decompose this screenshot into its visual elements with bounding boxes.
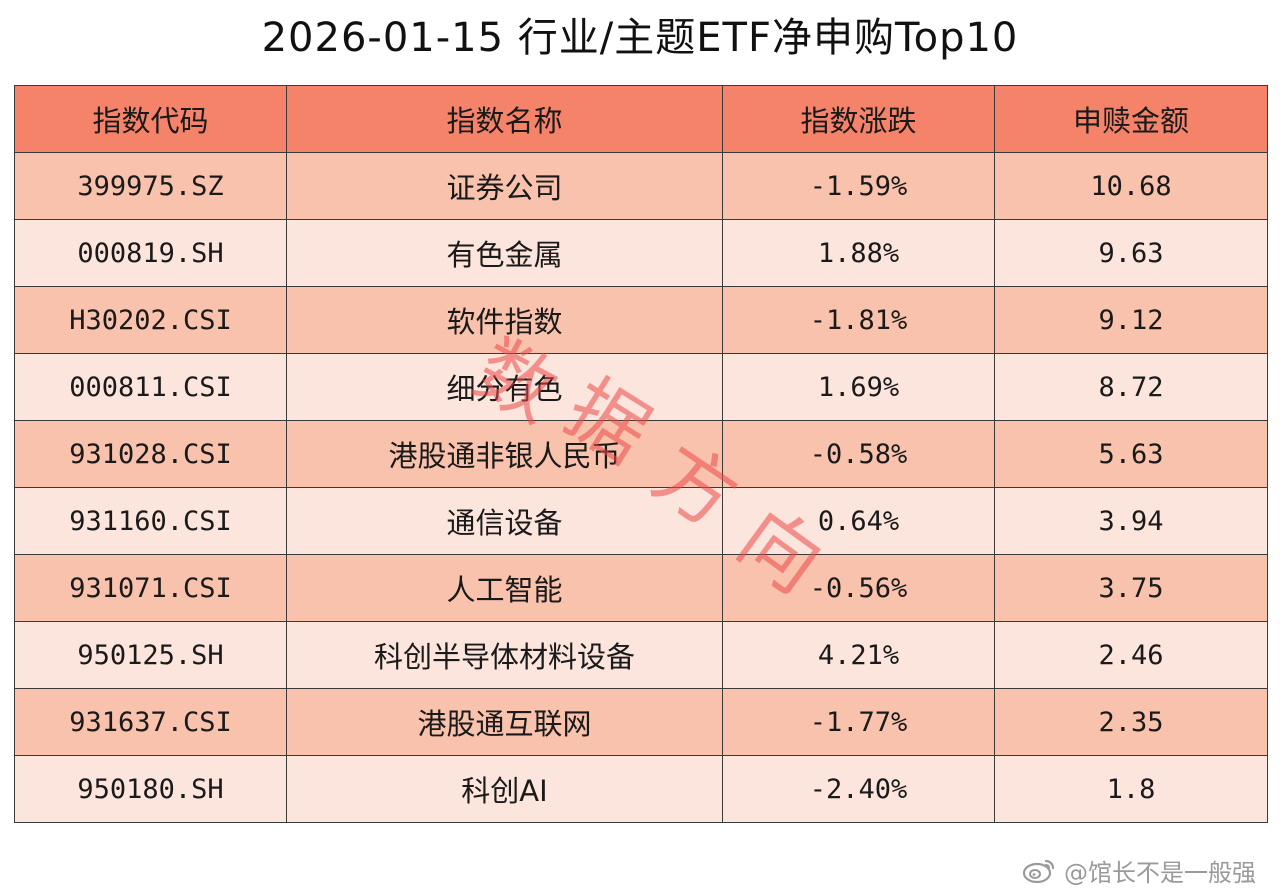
- index-name-cell: 港股通互联网: [286, 688, 723, 756]
- table-row: 000819.SH 有色金属 1.88% 9.63: [14, 219, 1268, 287]
- amount-cell: 9.63: [994, 219, 1268, 287]
- weibo-signature: @馆长不是一般强: [1022, 855, 1256, 887]
- index-code-cell: 931160.CSI: [14, 487, 287, 555]
- table-header-row: 指数代码 指数名称 指数涨跌 申赎金额: [14, 85, 1268, 153]
- amount-cell: 9.12: [994, 286, 1268, 354]
- index-name-cell: 证券公司: [286, 152, 723, 220]
- table-row: 399975.SZ 证券公司 -1.59% 10.68: [14, 152, 1268, 220]
- header-index-change: 指数涨跌: [722, 85, 995, 153]
- index-code-cell: 950180.SH: [14, 755, 287, 823]
- amount-cell: 10.68: [994, 152, 1268, 220]
- amount-cell: 2.35: [994, 688, 1268, 756]
- table-row: 931071.CSI 人工智能 -0.56% 3.75: [14, 554, 1268, 622]
- index-code-cell: 931637.CSI: [14, 688, 287, 756]
- index-name-cell: 有色金属: [286, 219, 723, 287]
- signature-text: @馆长不是一般强: [1064, 858, 1256, 887]
- table-row: 000811.CSI 细分有色 1.69% 8.72: [14, 353, 1268, 421]
- index-name-cell: 细分有色: [286, 353, 723, 421]
- amount-cell: 3.94: [994, 487, 1268, 555]
- amount-cell: 8.72: [994, 353, 1268, 421]
- table-row: 931160.CSI 通信设备 0.64% 3.94: [14, 487, 1268, 555]
- index-change-cell: -1.81%: [722, 286, 995, 354]
- amount-cell: 3.75: [994, 554, 1268, 622]
- index-name-cell: 通信设备: [286, 487, 723, 555]
- index-change-cell: -0.56%: [722, 554, 995, 622]
- weibo-icon: [1022, 857, 1056, 884]
- index-code-cell: 931028.CSI: [14, 420, 287, 488]
- index-code-cell: 950125.SH: [14, 621, 287, 689]
- header-index-name: 指数名称: [286, 85, 723, 153]
- amount-cell: 2.46: [994, 621, 1268, 689]
- page-title: 2026-01-15 行业/主题ETF净申购Top10: [261, 15, 1019, 61]
- index-code-cell: 000811.CSI: [14, 353, 287, 421]
- table-row: 950180.SH 科创AI -2.40% 1.8: [14, 755, 1268, 823]
- index-change-cell: 0.64%: [722, 487, 995, 555]
- header-index-code: 指数代码: [14, 85, 287, 153]
- index-name-cell: 港股通非银人民币: [286, 420, 723, 488]
- index-change-cell: 1.69%: [722, 353, 995, 421]
- index-change-cell: -1.77%: [722, 688, 995, 756]
- index-code-cell: 000819.SH: [14, 219, 287, 287]
- index-change-cell: -1.59%: [722, 152, 995, 220]
- index-name-cell: 科创AI: [286, 755, 723, 823]
- index-name-cell: 科创半导体材料设备: [286, 621, 723, 689]
- index-code-cell: 931071.CSI: [14, 554, 287, 622]
- index-change-cell: 1.88%: [722, 219, 995, 287]
- index-change-cell: 4.21%: [722, 621, 995, 689]
- index-code-cell: H30202.CSI: [14, 286, 287, 354]
- etf-table: 指数代码 指数名称 指数涨跌 申赎金额 399975.SZ 证券公司 -1.59…: [14, 85, 1268, 823]
- amount-cell: 5.63: [994, 420, 1268, 488]
- index-name-cell: 人工智能: [286, 554, 723, 622]
- index-name-cell: 软件指数: [286, 286, 723, 354]
- table-row: H30202.CSI 软件指数 -1.81% 9.12: [14, 286, 1268, 354]
- index-change-cell: -0.58%: [722, 420, 995, 488]
- index-code-cell: 399975.SZ: [14, 152, 287, 220]
- table-row: 931028.CSI 港股通非银人民币 -0.58% 5.63: [14, 420, 1268, 488]
- table-row: 950125.SH 科创半导体材料设备 4.21% 2.46: [14, 621, 1268, 689]
- amount-cell: 1.8: [994, 755, 1268, 823]
- index-change-cell: -2.40%: [722, 755, 995, 823]
- table-row: 931637.CSI 港股通互联网 -1.77% 2.35: [14, 688, 1268, 756]
- header-subscription-amount: 申赎金额: [994, 85, 1268, 153]
